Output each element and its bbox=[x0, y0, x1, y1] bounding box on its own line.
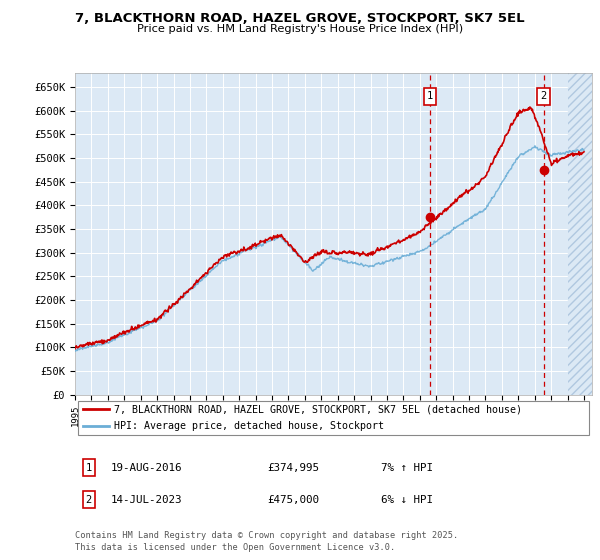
Text: 2: 2 bbox=[86, 494, 92, 505]
Text: Contains HM Land Registry data © Crown copyright and database right 2025.
This d: Contains HM Land Registry data © Crown c… bbox=[75, 531, 458, 552]
Bar bbox=[568, 73, 592, 395]
Text: 2: 2 bbox=[541, 91, 547, 101]
Text: 1: 1 bbox=[427, 91, 433, 101]
Text: £374,995: £374,995 bbox=[267, 463, 319, 473]
Text: £475,000: £475,000 bbox=[267, 494, 319, 505]
Text: 19-AUG-2016: 19-AUG-2016 bbox=[111, 463, 182, 473]
Text: 7, BLACKTHORN ROAD, HAZEL GROVE, STOCKPORT, SK7 5EL: 7, BLACKTHORN ROAD, HAZEL GROVE, STOCKPO… bbox=[75, 12, 525, 25]
Text: 7% ↑ HPI: 7% ↑ HPI bbox=[381, 463, 433, 473]
Text: Price paid vs. HM Land Registry's House Price Index (HPI): Price paid vs. HM Land Registry's House … bbox=[137, 24, 463, 34]
Text: 14-JUL-2023: 14-JUL-2023 bbox=[111, 494, 182, 505]
Text: HPI: Average price, detached house, Stockport: HPI: Average price, detached house, Stoc… bbox=[114, 421, 384, 431]
Text: 7, BLACKTHORN ROAD, HAZEL GROVE, STOCKPORT, SK7 5EL (detached house): 7, BLACKTHORN ROAD, HAZEL GROVE, STOCKPO… bbox=[114, 404, 522, 414]
Bar bbox=[568, 73, 592, 395]
FancyBboxPatch shape bbox=[77, 400, 589, 435]
Text: 1: 1 bbox=[86, 463, 92, 473]
Text: 6% ↓ HPI: 6% ↓ HPI bbox=[381, 494, 433, 505]
